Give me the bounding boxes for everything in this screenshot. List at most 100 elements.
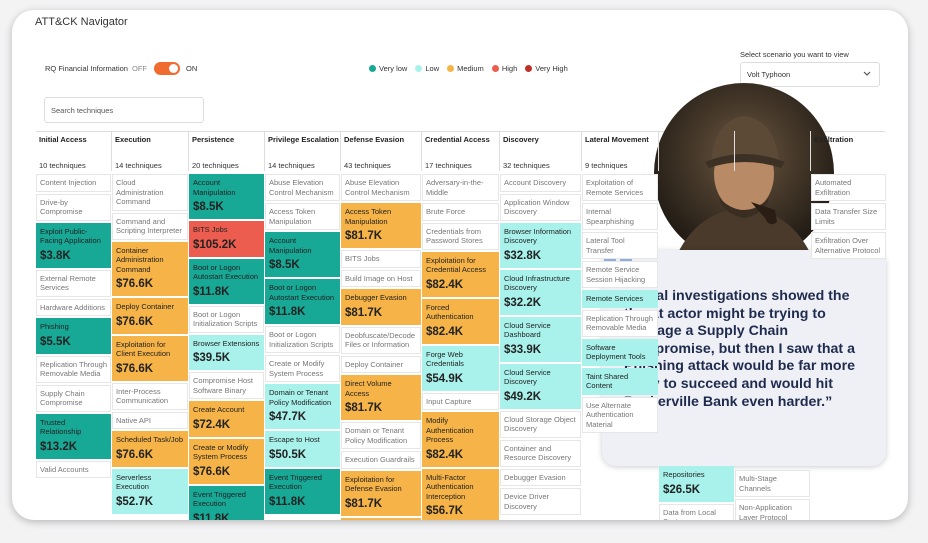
search-box[interactable]: Search techniques <box>44 97 204 123</box>
technique-cell[interactable]: Adversary-in-the-Middle <box>422 174 499 201</box>
technique-cell[interactable]: Boot or Logon Autostart Execution $11.8K <box>189 258 264 304</box>
technique-cell[interactable]: Access Token Manipulation <box>265 203 340 230</box>
technique-cell[interactable]: External Remote Services <box>36 269 111 297</box>
technique-cell[interactable]: Data Transfer Size Limits <box>811 203 886 230</box>
technique-cell[interactable]: Boot or Logon Initialization Scripts <box>265 326 340 353</box>
technique-cell[interactable]: Forge Web Credentials $54.9K <box>422 345 499 391</box>
technique-cell[interactable]: Debugger Evasion $81.7K <box>341 289 421 325</box>
technique-cell[interactable]: Software Deployment Tools <box>582 338 658 366</box>
technique-cell[interactable]: Input Capture <box>422 392 499 410</box>
technique-cell[interactable]: Boot or Logon Initialization Scripts <box>189 305 264 333</box>
scenario-select[interactable]: Volt Typhoon <box>740 62 880 87</box>
technique-cell[interactable]: Account Manipulation $8.5K <box>189 174 264 219</box>
technique-cell[interactable]: Modify Authentication Process $82.4K <box>422 412 499 467</box>
technique-value: $56.7K <box>426 505 464 517</box>
technique-cell[interactable]: Cloud Service Dashboard $33.9K <box>500 316 581 362</box>
technique-cell[interactable]: Account Discovery <box>500 174 581 192</box>
technique-cell[interactable]: Replication Through Removable Media <box>582 309 658 337</box>
technique-cell[interactable]: Deploy Container <box>341 355 421 373</box>
technique-cell[interactable]: Application Window Discovery <box>500 193 581 221</box>
technique-cell[interactable]: Multi-Factor Authentication Interception… <box>422 468 499 520</box>
technique-cell[interactable]: Browser Information Discovery $32.8K <box>500 222 581 268</box>
technique-cell[interactable]: BITS Jobs $105.2K <box>189 221 264 257</box>
technique-cell[interactable]: Data from Local System <box>659 503 734 520</box>
technique-cell[interactable]: Device Driver Discovery <box>500 488 581 515</box>
technique-cell[interactable]: Escape to Host $50.5K <box>265 431 340 467</box>
technique-cell[interactable]: Debugger Evasion <box>500 468 581 486</box>
technique-value: $76.6K <box>116 278 154 290</box>
technique-cell[interactable]: Use Alternate Authentication Material <box>582 396 658 433</box>
technique-cell[interactable]: Forced Authentication $82.4K <box>422 298 499 344</box>
technique-cell[interactable]: Automated Exfiltration <box>811 174 886 201</box>
technique-cell[interactable]: Exploit Public-Facing Application $3.8K <box>36 222 111 268</box>
technique-column: Adversary-in-the-Middle Brute Force Creden… <box>422 174 499 520</box>
technique-cell[interactable]: Repositories $26.5K <box>659 466 734 502</box>
technique-cell[interactable]: Remote Services <box>582 290 658 308</box>
technique-cell[interactable]: Container Administration Command $76.6K <box>112 241 188 296</box>
legend-item: Low <box>415 64 439 73</box>
technique-cell[interactable]: Event Triggered Execution $11.8K <box>265 468 340 514</box>
technique-cell[interactable]: Lateral Tool Transfer <box>582 232 658 259</box>
technique-cell[interactable]: Create Account $72.4K <box>189 401 264 437</box>
technique-cell[interactable]: Cloud Administration Command <box>112 174 188 211</box>
technique-cell[interactable]: Exploitation for Defense Evasion $81.7K <box>341 470 421 516</box>
technique-cell[interactable]: Deploy Container $76.6K <box>112 298 188 334</box>
legend-item: Medium <box>447 64 484 73</box>
technique-cell[interactable]: Create or Modify System Process $76.6K <box>189 438 264 484</box>
technique-cell[interactable]: Exploitation for Client Execution $76.6K <box>112 335 188 381</box>
technique-cell[interactable]: Trusted Relationship $13.2K <box>36 413 111 459</box>
technique-cell[interactable]: Valid Accounts <box>36 460 111 478</box>
technique-name: Boot or Logon Autostart Execution <box>269 283 335 302</box>
technique-cell[interactable]: Container and Resource Discovery <box>500 439 581 467</box>
technique-name: Software Deployment Tools <box>586 342 646 362</box>
technique-cell[interactable]: Cloud Infrastructure Discovery $32.2K <box>500 269 581 315</box>
technique-name: Access Token Manipulation <box>345 207 392 226</box>
technique-cell[interactable]: BITS Jobs <box>341 250 421 268</box>
technique-cell[interactable]: Serverless Execution $52.7K <box>112 468 188 514</box>
technique-cell[interactable]: Boot or Logon Autostart Execution $11.8K <box>265 279 340 324</box>
technique-cell[interactable]: Compromise Host Software Binary <box>189 372 264 399</box>
technique-name: Forced Authentication <box>426 302 474 322</box>
technique-cell[interactable]: Browser Extensions $39.5K <box>189 334 264 370</box>
technique-cell[interactable]: Drive-by Compromise <box>36 193 111 221</box>
technique-cell[interactable]: Domain or Tenant Policy Modification <box>341 422 421 449</box>
technique-cell[interactable]: Deobfuscate/Decode Files or Information <box>341 326 421 354</box>
technique-cell[interactable]: Remote Service Session Hijacking <box>582 261 658 288</box>
technique-cell[interactable]: Event Triggered Execution $11.8K <box>189 485 264 520</box>
technique-cell[interactable]: Multi-Stage Channels <box>735 470 810 497</box>
technique-cell[interactable]: File and Directory Permissions Modificat… <box>341 517 421 520</box>
technique-cell[interactable]: Direct Volume Access $81.7K <box>341 375 421 420</box>
technique-cell[interactable]: Internal Spearphishing <box>582 203 658 230</box>
technique-cell[interactable]: Cloud Storage Object Discovery <box>500 410 581 438</box>
technique-value: $76.6K <box>193 465 231 478</box>
technique-cell[interactable]: Abuse Elevation Control Mechanism <box>265 174 340 201</box>
technique-cell[interactable]: Content Injection <box>36 174 111 192</box>
technique-cell[interactable]: Exploitation for Credential Access $82.4K <box>422 251 499 297</box>
technique-name: Access Token Manipulation <box>269 207 316 226</box>
technique-cell[interactable]: Non-Application Layer Protocol <box>735 499 810 520</box>
technique-cell[interactable]: Brute Force <box>422 203 499 221</box>
technique-name: Command and Scripting Interpreter <box>116 216 182 236</box>
technique-cell[interactable]: Hardware Additions <box>36 298 111 316</box>
technique-cell[interactable]: Execution Guardrails <box>341 451 421 469</box>
technique-cell[interactable]: Taint Shared Content <box>582 367 658 395</box>
toggle-switch[interactable] <box>154 62 180 75</box>
technique-cell[interactable]: Abuse Elevation Control Mechanism <box>341 174 421 201</box>
technique-cell[interactable]: Exfiltration Over Alternative Protocol <box>811 232 886 259</box>
technique-cell[interactable]: Inter-Process Communication <box>112 382 188 410</box>
technique-cell[interactable]: Create or Modify System Process <box>265 355 340 382</box>
technique-cell[interactable]: Replication Through Removable Media <box>36 355 111 383</box>
technique-cell[interactable]: Credentials from Password Stores <box>422 222 499 250</box>
technique-name: Domain or Tenant Policy Modification <box>269 388 332 407</box>
technique-cell[interactable]: Domain or Tenant Policy Modification $47.… <box>265 384 340 429</box>
technique-cell[interactable]: Command and Scripting Interpreter <box>112 212 188 240</box>
technique-cell[interactable]: Build Image on Host <box>341 269 421 287</box>
technique-cell[interactable]: Cloud Service Discovery $49.2K <box>500 363 581 409</box>
technique-cell[interactable]: Supply Chain Compromise <box>36 384 111 412</box>
technique-cell[interactable]: Account Manipulation $8.5K <box>265 232 340 277</box>
technique-cell[interactable]: Phishing $5.5K <box>36 318 111 354</box>
technique-cell[interactable]: Exploitation of Remote Services <box>582 174 658 201</box>
technique-cell[interactable]: Scheduled Task/Job $76.6K <box>112 431 188 467</box>
technique-cell[interactable]: Access Token Manipulation $81.7K <box>341 203 421 248</box>
technique-cell[interactable]: Native API <box>112 411 188 429</box>
